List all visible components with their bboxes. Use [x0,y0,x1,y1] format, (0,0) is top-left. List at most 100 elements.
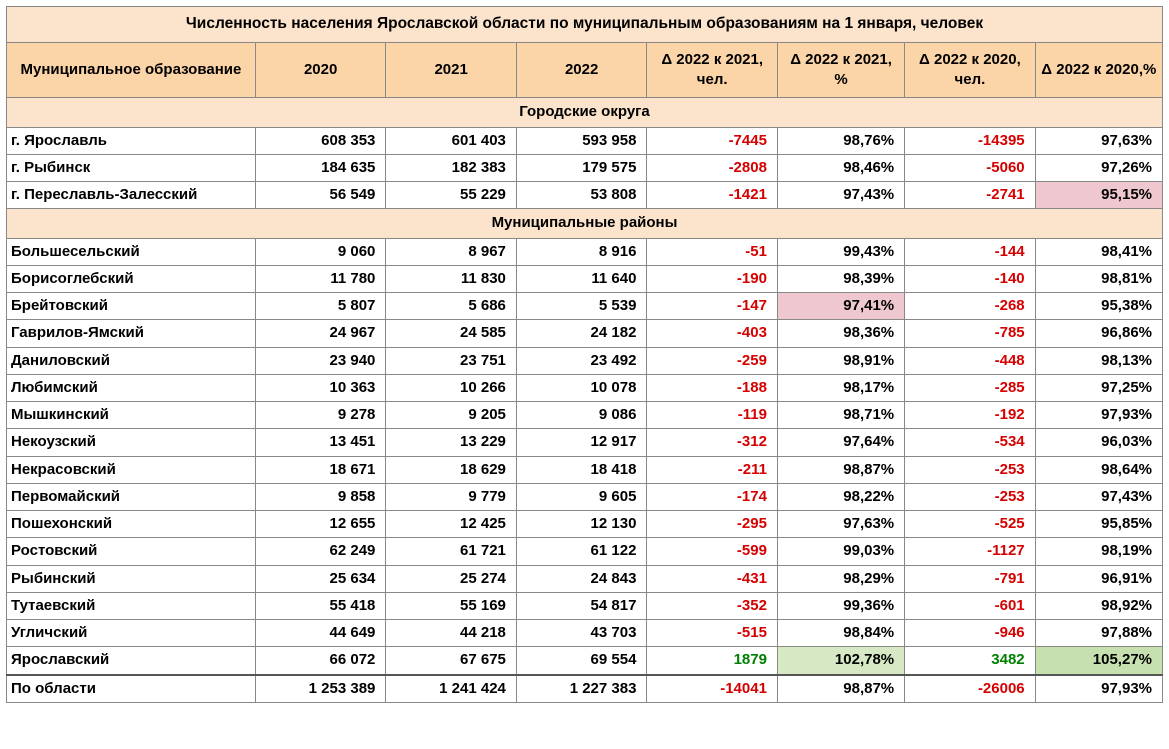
table-row: Ростовский62 24961 72161 122-59999,03%-1… [7,538,1163,565]
cell-d21a: 1879 [647,647,778,675]
cell-d21p: 98,22% [777,483,904,510]
cell-name: Угличский [7,620,256,647]
cell-y2022: 23 492 [516,347,647,374]
cell-y2021: 11 830 [386,265,517,292]
cell-name: Большесельский [7,238,256,265]
table-row: Тутаевский55 41855 16954 817-35299,36%-6… [7,592,1163,619]
cell-d21p: 97,64% [777,429,904,456]
cell-d21a: -295 [647,511,778,538]
cell-name: Мышкинский [7,402,256,429]
cell-d21p: 98,91% [777,347,904,374]
cell-d20p: 97,25% [1035,374,1162,401]
cell-d21p: 99,43% [777,238,904,265]
cell-d21a: -515 [647,620,778,647]
cell-y2021: 601 403 [386,127,517,154]
cell-y2022: 24 182 [516,320,647,347]
section-districts-label: Муниципальные районы [7,209,1163,238]
cell-d20p: 95,85% [1035,511,1162,538]
cell-y2021: 55 229 [386,182,517,209]
table-row: Даниловский23 94023 75123 492-25998,91%-… [7,347,1163,374]
cell-d21p: 98,29% [777,565,904,592]
cell-d21p: 99,03% [777,538,904,565]
cell-d20a: -5060 [905,154,1036,181]
table-row: Брейтовский5 8075 6865 539-14797,41%-268… [7,293,1163,320]
cell-d21a: -147 [647,293,778,320]
cell-name: Любимский [7,374,256,401]
table-row: Некрасовский18 67118 62918 418-21198,87%… [7,456,1163,483]
cell-d20a: -525 [905,511,1036,538]
total-2022: 1 227 383 [516,675,647,703]
cell-y2022: 24 843 [516,565,647,592]
cell-d21a: -352 [647,592,778,619]
total-d20a: -26006 [905,675,1036,703]
cell-d20a: -192 [905,402,1036,429]
cell-d21p: 98,39% [777,265,904,292]
cell-y2022: 61 122 [516,538,647,565]
cell-name: Некоузский [7,429,256,456]
cell-name: г. Переславль-Залесский [7,182,256,209]
cell-y2022: 12 917 [516,429,647,456]
table-row: Ярославский66 07267 67569 5541879102,78%… [7,647,1163,675]
cell-name: Тутаевский [7,592,256,619]
cell-y2020: 18 671 [255,456,386,483]
cell-d20a: -14395 [905,127,1036,154]
cell-name: г. Рыбинск [7,154,256,181]
total-name: По области [7,675,256,703]
table-row: Некоузский13 45113 22912 917-31297,64%-5… [7,429,1163,456]
cell-y2020: 608 353 [255,127,386,154]
cell-y2021: 25 274 [386,565,517,592]
cell-y2021: 67 675 [386,647,517,675]
cell-d21a: -51 [647,238,778,265]
cell-y2021: 5 686 [386,293,517,320]
cell-d21p: 102,78% [777,647,904,675]
cell-y2021: 61 721 [386,538,517,565]
cell-d21a: -211 [647,456,778,483]
cell-name: Борисоглебский [7,265,256,292]
cities-body: г. Ярославль608 353601 403593 958-744598… [7,127,1163,209]
section-districts: Муниципальные районы [7,209,1163,238]
cell-d21a: -1421 [647,182,778,209]
cell-name: Некрасовский [7,456,256,483]
cell-name: Гаврилов-Ямский [7,320,256,347]
cell-d20a: -253 [905,483,1036,510]
cell-d21a: -190 [647,265,778,292]
cell-d20p: 98,19% [1035,538,1162,565]
cell-d20a: -791 [905,565,1036,592]
cell-y2020: 11 780 [255,265,386,292]
cell-d20p: 97,63% [1035,127,1162,154]
cell-d21p: 98,76% [777,127,904,154]
cell-d21a: -174 [647,483,778,510]
cell-name: Рыбинский [7,565,256,592]
cell-d21a: -119 [647,402,778,429]
table-row: Рыбинский25 63425 27424 843-43198,29%-79… [7,565,1163,592]
cell-y2020: 10 363 [255,374,386,401]
cell-d20a: -144 [905,238,1036,265]
cell-d20p: 97,88% [1035,620,1162,647]
cell-d20a: 3482 [905,647,1036,675]
cell-y2021: 55 169 [386,592,517,619]
header-2022: 2022 [516,42,647,98]
total-d20p: 97,93% [1035,675,1162,703]
table-row: г. Ярославль608 353601 403593 958-744598… [7,127,1163,154]
cell-d20p: 98,13% [1035,347,1162,374]
table-title-row: Численность населения Ярославской област… [7,7,1163,43]
cell-d20p: 98,92% [1035,592,1162,619]
header-2020: 2020 [255,42,386,98]
cell-d21a: -403 [647,320,778,347]
header-d21a: Δ 2022 к 2021, чел. [647,42,778,98]
cell-y2022: 9 086 [516,402,647,429]
table-header-row: Муниципальное образование 2020 2021 2022… [7,42,1163,98]
cell-y2021: 10 266 [386,374,517,401]
header-2021: 2021 [386,42,517,98]
cell-d20a: -534 [905,429,1036,456]
cell-d20p: 96,86% [1035,320,1162,347]
table-row: Большесельский9 0608 9678 916-5199,43%-1… [7,238,1163,265]
population-table: Численность населения Ярославской област… [6,6,1163,703]
cell-d21p: 98,46% [777,154,904,181]
cell-y2022: 69 554 [516,647,647,675]
table-row: г. Рыбинск184 635182 383179 575-280898,4… [7,154,1163,181]
header-name: Муниципальное образование [7,42,256,98]
cell-d21p: 99,36% [777,592,904,619]
cell-d21p: 98,84% [777,620,904,647]
table-row: Первомайский9 8589 7799 605-17498,22%-25… [7,483,1163,510]
